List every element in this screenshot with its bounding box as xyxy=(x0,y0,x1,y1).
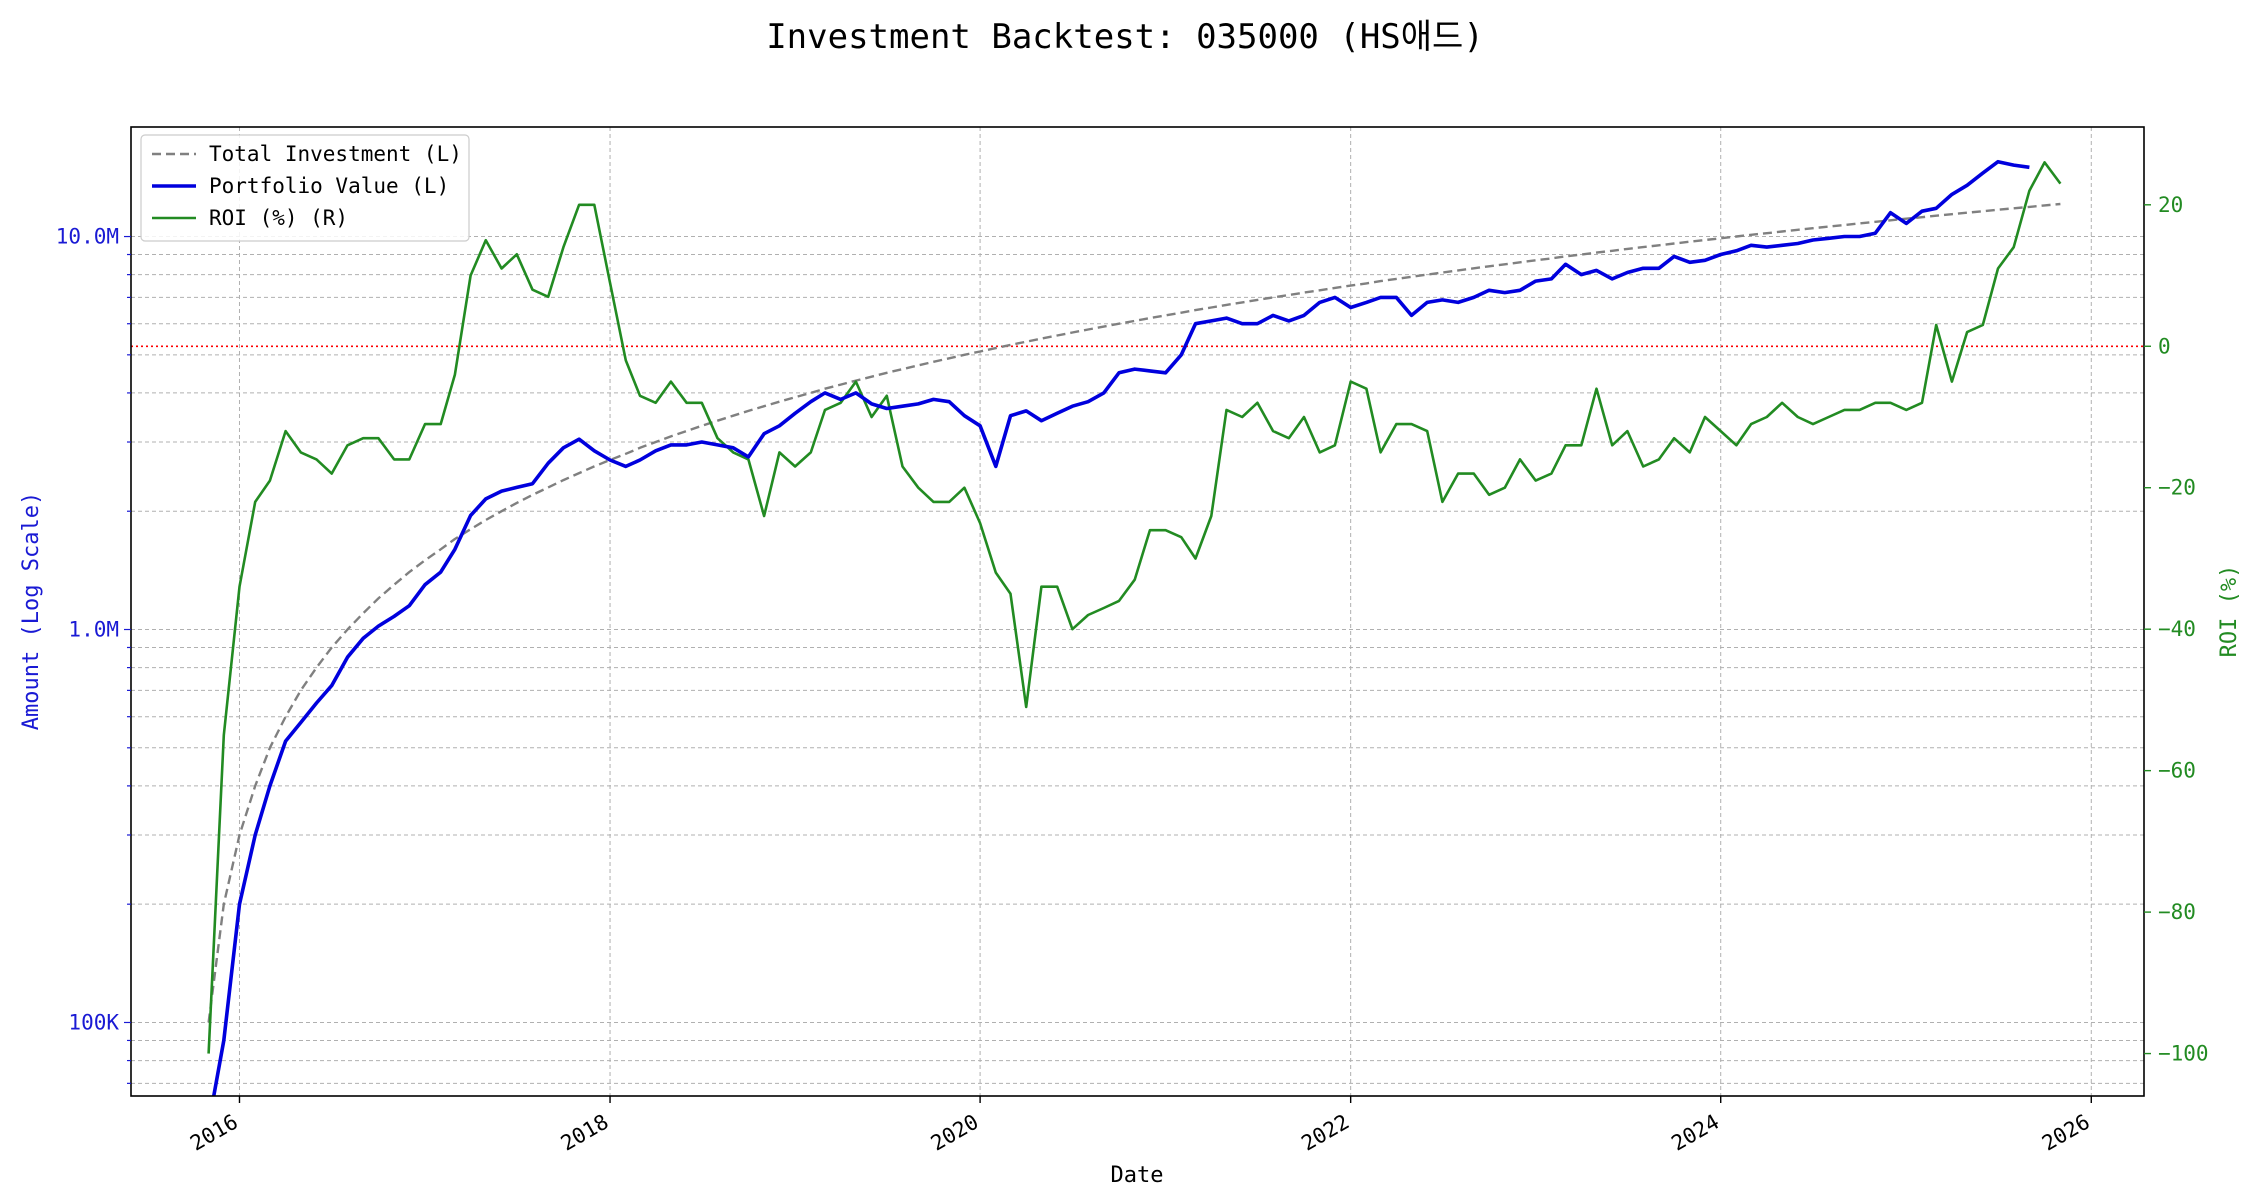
right-tick-label: −20 xyxy=(2158,476,2196,500)
x-tick-label: 2018 xyxy=(557,1110,613,1156)
chart-title: Investment Backtest: 035000 (HS애드) xyxy=(766,17,1484,57)
x-tick-label: 2024 xyxy=(1667,1110,1723,1156)
series-lines xyxy=(207,159,2062,1096)
legend: Total Investment (L) Portfolio Value (L) R… xyxy=(140,134,470,242)
legend-label: Portfolio Value (L) xyxy=(209,174,449,198)
ticks: 2016 2018 2020 2022 2024 2026 100K 1.0M 10.0M 20 0… xyxy=(56,193,2209,1156)
series-line-1 xyxy=(211,159,2030,1096)
legend-label: ROI (%) (R) xyxy=(209,206,348,230)
legend-label: Total Investment (L) xyxy=(209,142,462,166)
series-line-0 xyxy=(207,202,2061,1023)
x-tick-label: 2022 xyxy=(1297,1110,1353,1156)
right-tick-label: −80 xyxy=(2158,900,2196,924)
left-tick-label: 100K xyxy=(68,1010,119,1034)
x-tick-label: 2020 xyxy=(927,1110,983,1156)
left-tick-label: 1.0M xyxy=(68,618,119,642)
x-tick-label: 2026 xyxy=(2038,1110,2094,1156)
right-tick-label: 20 xyxy=(2158,193,2183,217)
left-tick-label: 10.0M xyxy=(56,225,119,249)
plot-frame xyxy=(130,126,2145,1097)
right-tick-label: −40 xyxy=(2158,617,2196,641)
right-tick-label: 0 xyxy=(2158,334,2171,358)
legend-box xyxy=(140,134,470,242)
grid xyxy=(131,127,2144,1096)
x-tick-label: 2016 xyxy=(186,1110,242,1156)
right-axis-label: ROI (%) xyxy=(2217,565,2242,658)
right-tick-label: −100 xyxy=(2158,1042,2209,1066)
left-axis-label: Amount (Log Scale) xyxy=(19,492,44,730)
series-line-2 xyxy=(207,161,2062,1054)
x-axis-label: Date xyxy=(1111,1163,1164,1188)
right-tick-label: −60 xyxy=(2158,759,2196,783)
